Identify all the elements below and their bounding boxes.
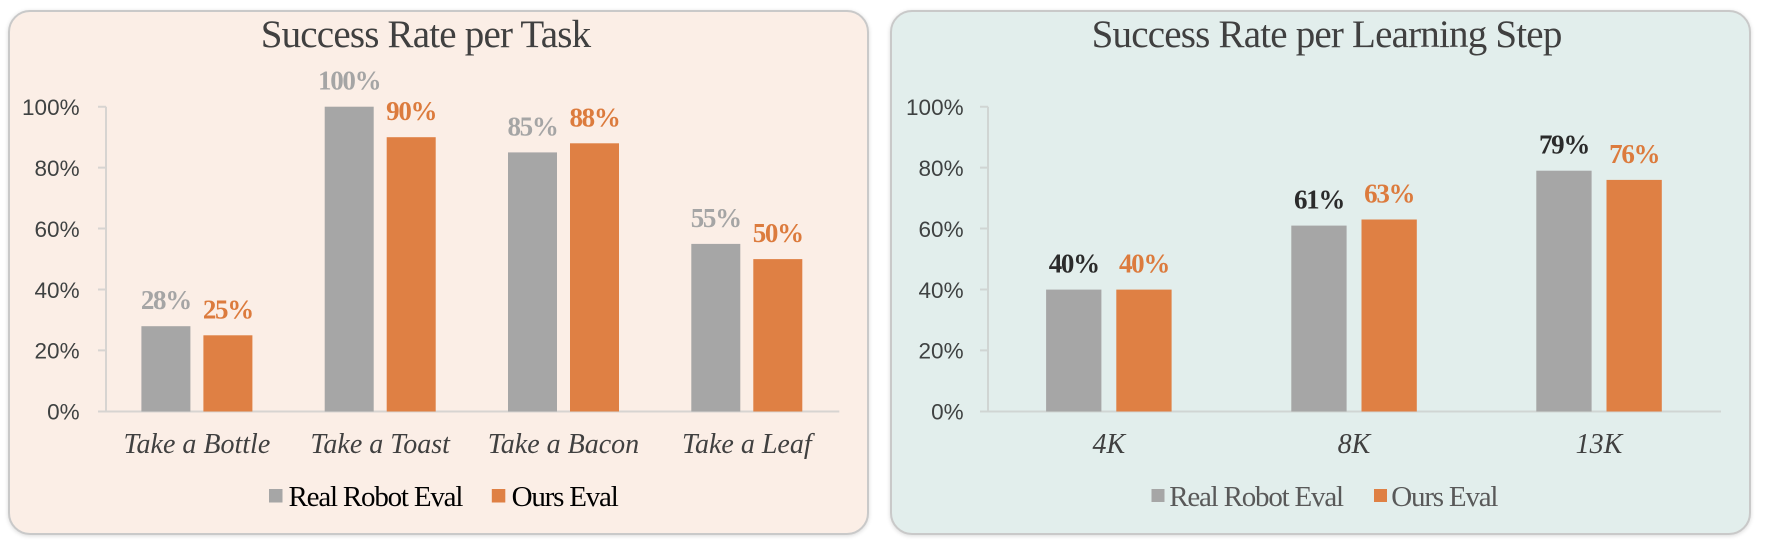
svg-text:90%: 90% (386, 96, 436, 126)
svg-text:Ours Eval: Ours Eval (1391, 481, 1498, 513)
svg-text:Real Robot Eval: Real Robot Eval (1169, 481, 1344, 513)
svg-text:Success Rate per Task: Success Rate per Task (261, 13, 592, 56)
svg-text:61%: 61% (1294, 185, 1344, 215)
svg-text:40%: 40% (35, 278, 80, 303)
svg-text:100%: 100% (906, 95, 964, 120)
svg-text:0%: 0% (47, 400, 80, 425)
svg-text:100%: 100% (22, 95, 80, 120)
svg-text:100%: 100% (318, 66, 380, 96)
svg-text:60%: 60% (919, 217, 964, 242)
svg-text:13K: 13K (1576, 429, 1624, 460)
svg-text:Take a Toast: Take a Toast (310, 429, 451, 460)
svg-text:20%: 20% (35, 339, 80, 364)
svg-text:55%: 55% (691, 203, 741, 233)
svg-text:Take a Bacon: Take a Bacon (488, 429, 639, 460)
svg-text:40%: 40% (1049, 249, 1099, 279)
svg-text:80%: 80% (35, 156, 80, 181)
svg-text:63%: 63% (1364, 179, 1414, 209)
svg-text:28%: 28% (141, 285, 191, 315)
svg-text:80%: 80% (919, 156, 964, 181)
svg-text:79%: 79% (1539, 130, 1589, 160)
svg-text:20%: 20% (919, 339, 964, 364)
svg-text:85%: 85% (507, 111, 557, 141)
svg-text:40%: 40% (1119, 249, 1169, 279)
svg-text:88%: 88% (569, 102, 619, 132)
svg-text:0%: 0% (931, 400, 964, 425)
svg-text:Take a Leaf: Take a Leaf (682, 429, 815, 460)
svg-text:Success Rate per Learning Step: Success Rate per Learning Step (1092, 13, 1562, 56)
svg-text:25%: 25% (203, 294, 253, 324)
svg-text:50%: 50% (753, 218, 803, 248)
svg-text:4K: 4K (1092, 429, 1126, 460)
svg-text:Real Robot Eval: Real Robot Eval (289, 481, 464, 513)
svg-text:8K: 8K (1338, 429, 1372, 460)
svg-text:40%: 40% (919, 278, 964, 303)
svg-text:76%: 76% (1609, 139, 1659, 169)
svg-text:Take a Bottle: Take a Bottle (124, 429, 271, 460)
svg-text:Ours Eval: Ours Eval (512, 481, 619, 513)
svg-text:60%: 60% (35, 217, 80, 242)
